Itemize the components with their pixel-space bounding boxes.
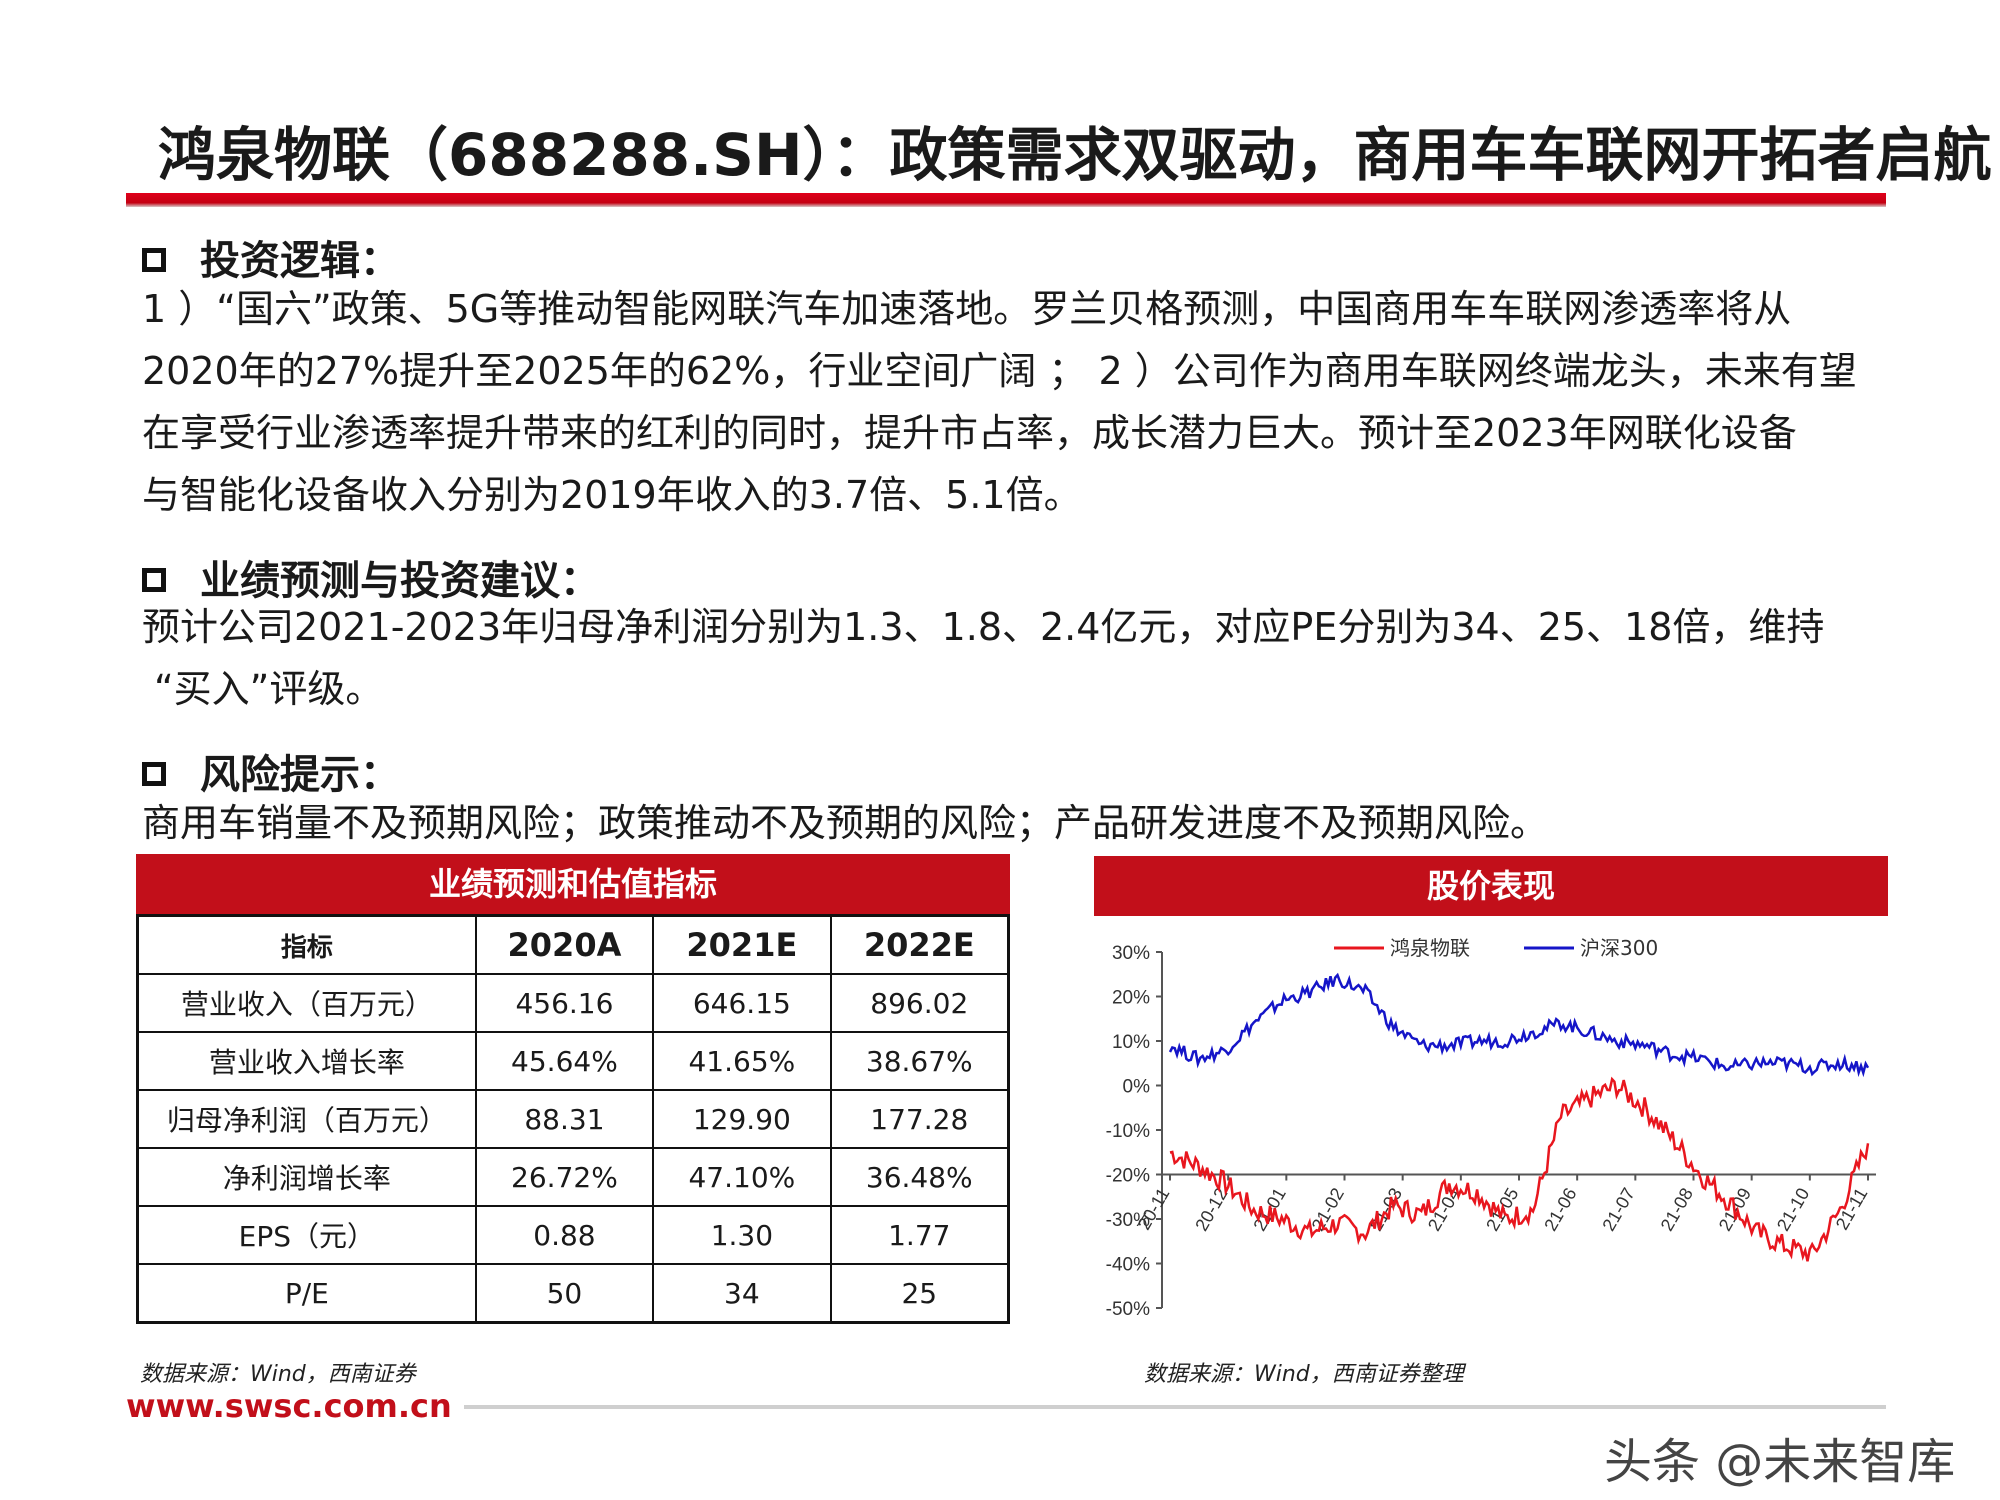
table-row: 营业收入（百万元） 456.16 646.15 896.02 [136, 973, 1010, 1033]
table-cell: 41.65% [652, 1031, 832, 1091]
y-tick-label: 20% [1112, 988, 1150, 1009]
square-bullet-icon [142, 762, 166, 786]
section-heading-risk: 风险提示： [142, 742, 400, 800]
table-row: 净利润增长率 26.72% 47.10% 36.48% [136, 1147, 1010, 1207]
section-heading-risk-text: 风险提示： [200, 752, 400, 798]
page-title: 鸿泉物联（688288.SH）：政策需求双驱动，商用车车联网开拓者启航 [158, 121, 1992, 189]
website-link[interactable]: www.swsc.com.cn [126, 1387, 464, 1425]
table-cell: 1.30 [652, 1205, 832, 1265]
y-tick-label: 0% [1123, 1077, 1151, 1098]
table-cell: 38.67% [829, 1031, 1010, 1091]
x-tick-label: 21-07 [1598, 1185, 1638, 1235]
y-tick-label: -30% [1106, 1210, 1150, 1231]
table-cell: 129.90 [652, 1089, 832, 1149]
y-tick-label: -10% [1106, 1121, 1150, 1142]
table-cell: 归母净利润（百万元） [136, 1089, 477, 1149]
series-line-index [1168, 972, 1870, 1078]
table-header-cell: 2021E [652, 914, 832, 975]
y-tick-label: -50% [1106, 1299, 1150, 1320]
x-tick-label: 21-10 [1773, 1185, 1813, 1235]
forecast-table-panel: 业绩预测和估值指标 指标 2020A 2021E 2022E 营业收入（百万元）… [136, 854, 1010, 1324]
y-tick-label: -20% [1106, 1166, 1150, 1187]
risk-paragraph: 商用车销量不及预期风险；政策推动不及预期的风险；产品研发进度不及预期风险。 [142, 792, 1894, 854]
logic-line: 1 ）“国六”政策、5G等推动智能网联汽车加速落地。罗兰贝格预测，中国商用车车联… [142, 287, 1792, 331]
section-heading-forecast: 业绩预测与投资建议： [142, 548, 600, 606]
table-row: P/E 50 34 25 [136, 1263, 1010, 1324]
table-cell: 净利润增长率 [136, 1147, 477, 1207]
forecast-table: 指标 2020A 2021E 2022E 营业收入（百万元） 456.16 64… [136, 914, 1010, 1324]
section-heading-logic: 投资逻辑： [142, 228, 400, 286]
table-header-cell: 2022E [829, 914, 1010, 975]
table-row: EPS（元） 0.88 1.30 1.77 [136, 1205, 1010, 1265]
table-cell: 1.77 [829, 1205, 1010, 1265]
table-header-cell: 指标 [136, 914, 477, 975]
watermark-text: 头条 @未来智库 [1604, 1434, 1956, 1490]
x-tick-label: 21-02 [1308, 1185, 1348, 1235]
x-tick-label: 21-06 [1540, 1185, 1580, 1235]
table-cell: 646.15 [652, 973, 832, 1033]
table-cell: EPS（元） [136, 1205, 477, 1265]
table-cell: 25 [829, 1263, 1010, 1324]
stock-price-chart: 30%20%10%0%-10%-20%-30%-40%-50% 20-11 20-… [1106, 936, 1876, 1320]
chart-legend: 鸿泉物联 沪深300 [1334, 936, 1658, 960]
series-line-company [1169, 1076, 1870, 1262]
table-row: 营业收入增长率 45.64% 41.65% 38.67% [136, 1031, 1010, 1091]
table-row: 归母净利润（百万元） 88.31 129.90 177.28 [136, 1089, 1010, 1149]
table-cell: 0.88 [474, 1205, 655, 1265]
table-cell: 36.48% [829, 1147, 1010, 1207]
y-axis: 30% 20% 10% 0% -10% -20% -30% -40% -50% [1106, 943, 1163, 1320]
table-cell: P/E [136, 1263, 477, 1324]
logic-paragraph: 1 ）“国六”政策、5G等推动智能网联汽车加速落地。罗兰贝格预测，中国商用车车联… [142, 278, 1894, 526]
chart-series-group [1168, 972, 1870, 1262]
legend-label: 鸿泉物联 [1390, 936, 1470, 960]
table-header-cell: 2020A [474, 914, 655, 975]
table-cell: 26.72% [474, 1147, 655, 1207]
table-cell: 营业收入增长率 [136, 1031, 477, 1091]
table-cell: 34 [652, 1263, 832, 1324]
square-bullet-icon [142, 248, 166, 272]
x-tick-label: 21-11 [1832, 1185, 1872, 1234]
table-cell: 88.31 [474, 1089, 655, 1149]
table-cell: 177.28 [829, 1089, 1010, 1149]
table-cell: 47.10% [652, 1147, 832, 1207]
logic-line: 2020年的27%提升至2025年的62%，行业空间广阔 ； 2 ）公司作为商用… [142, 349, 1857, 393]
table-header-row: 指标 2020A 2021E 2022E [136, 914, 1010, 975]
y-tick-label: -40% [1106, 1255, 1150, 1276]
x-tick-label: 20-11 [1134, 1185, 1174, 1234]
risk-line: 商用车销量不及预期风险；政策推动不及预期的风险；产品研发进度不及预期风险。 [142, 801, 1549, 845]
y-tick-label: 30% [1112, 943, 1150, 964]
chart-source-note: 数据来源：Wind，西南证券整理 [1144, 1362, 1464, 1387]
square-bullet-icon [142, 568, 166, 592]
table-source-note: 数据来源：Wind，西南证券 [140, 1362, 416, 1387]
footer-divider [126, 1405, 1886, 1409]
table-cell: 50 [474, 1263, 655, 1324]
x-tick-label: 21-08 [1657, 1185, 1697, 1235]
table-cell: 45.64% [474, 1031, 655, 1091]
chart-title: 股价表现 [1094, 856, 1888, 916]
forecast-line: 预计公司2021-2023年归母净利润分别为1.3、1.8、2.4亿元，对应PE… [142, 605, 1825, 649]
table-cell: 456.16 [474, 973, 655, 1033]
logic-line: 在享受行业渗透率提升带来的红利的同时，提升市占率，成长潜力巨大。预计至2023年… [142, 411, 1797, 455]
forecast-paragraph: 预计公司2021-2023年归母净利润分别为1.3、1.8、2.4亿元，对应PE… [142, 596, 1894, 720]
y-tick-label: 10% [1112, 1032, 1150, 1053]
logic-line: 与智能化设备收入分别为2019年收入的3.7倍、5.1倍。 [142, 473, 1082, 517]
title-underline-bar [126, 193, 1886, 207]
legend-label: 沪深300 [1580, 936, 1658, 960]
table-title: 业绩预测和估值指标 [136, 854, 1010, 914]
forecast-line: “买入”评级。 [154, 667, 384, 711]
table-cell: 896.02 [829, 973, 1010, 1033]
section-heading-forecast-text: 业绩预测与投资建议： [200, 558, 600, 604]
section-heading-logic-text: 投资逻辑： [200, 238, 400, 284]
table-cell: 营业收入（百万元） [136, 973, 477, 1033]
